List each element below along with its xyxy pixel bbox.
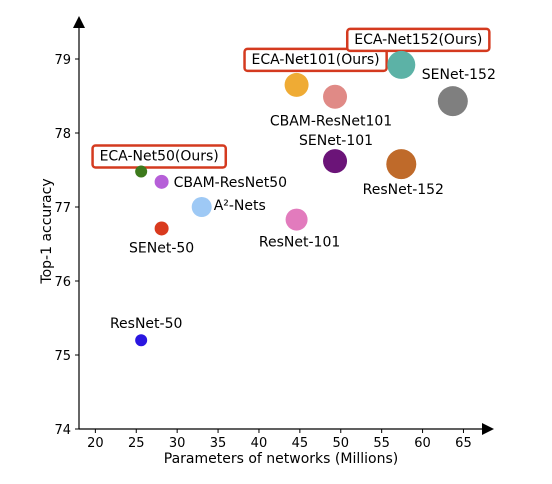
y-tick-label: 79 — [54, 53, 71, 68]
highlight-boxes — [91, 27, 491, 169]
y-tick-label: 74 — [54, 423, 71, 438]
point-eca-net101-ours — [284, 72, 309, 97]
y-tick-label: 78 — [54, 127, 71, 142]
label-a-nets: A²-Nets — [214, 198, 266, 214]
y-axis-title: Top-1 accuracy — [39, 178, 55, 284]
x-tick-label: 35 — [210, 436, 227, 451]
label-resnet-50: ResNet-50 — [110, 316, 182, 332]
label-resnet-152: ResNet-152 — [363, 182, 444, 198]
label-eca-net101-ours: ECA-Net101(Ours) — [252, 52, 380, 68]
x-tick-label: 40 — [251, 436, 268, 451]
point-labels: ResNet-50 SENet-50 CBAM-ResNet50 ECA-Net50(… — [100, 32, 496, 332]
x-tick-label: 20 — [87, 436, 104, 451]
x-ticks: 20 25 30 35 40 45 50 55 60 65 — [87, 429, 472, 451]
x-tick-label: 65 — [455, 436, 472, 451]
x-tick-label: 55 — [373, 436, 390, 451]
point-eca-net152-ours — [387, 50, 416, 79]
y-ticks: 74 75 76 77 78 79 — [54, 53, 79, 438]
label-eca-net50-ours: ECA-Net50(Ours) — [100, 148, 219, 164]
point-senet-152 — [437, 86, 468, 117]
point-senet-101 — [323, 149, 348, 174]
x-tick-label: 25 — [128, 436, 145, 451]
point-a-nets — [191, 197, 212, 217]
x-tick-label: 60 — [414, 436, 431, 451]
x-axis-title: Parameters of networks (Millions) — [164, 451, 398, 467]
point-cbam-resnet50 — [154, 174, 169, 189]
label-eca-net152-ours: ECA-Net152(Ours) — [354, 32, 482, 48]
label-senet-50: SENet-50 — [129, 240, 194, 256]
axes — [73, 16, 494, 435]
point-cbam-resnet101 — [323, 84, 348, 109]
data-points — [135, 50, 468, 347]
label-cbam-resnet101: CBAM-ResNet101 — [270, 114, 392, 130]
point-resnet-152 — [386, 149, 417, 180]
x-tick-label: 45 — [292, 436, 309, 451]
label-senet-152: SENet-152 — [422, 67, 496, 83]
label-senet-101: SENet-101 — [299, 133, 373, 149]
x-tick-label: 30 — [169, 436, 186, 451]
y-tick-label: 77 — [54, 201, 71, 216]
highlight-box-eca-net101-ours — [243, 47, 388, 73]
y-tick-label: 75 — [54, 349, 71, 364]
highlight-box-eca-net50-ours — [91, 144, 228, 169]
y-axis-arrow — [73, 16, 85, 28]
point-eca-net50-ours — [135, 165, 148, 178]
y-tick-label: 76 — [54, 275, 71, 290]
point-resnet-50 — [135, 334, 148, 347]
x-axis-arrow — [482, 423, 494, 435]
highlight-box-eca-net152-ours — [345, 27, 491, 53]
point-resnet-101 — [285, 208, 308, 231]
x-tick-label: 50 — [332, 436, 349, 451]
point-senet-50 — [154, 221, 169, 236]
label-cbam-resnet50: CBAM-ResNet50 — [174, 175, 287, 191]
label-resnet-101: ResNet-101 — [259, 235, 340, 251]
